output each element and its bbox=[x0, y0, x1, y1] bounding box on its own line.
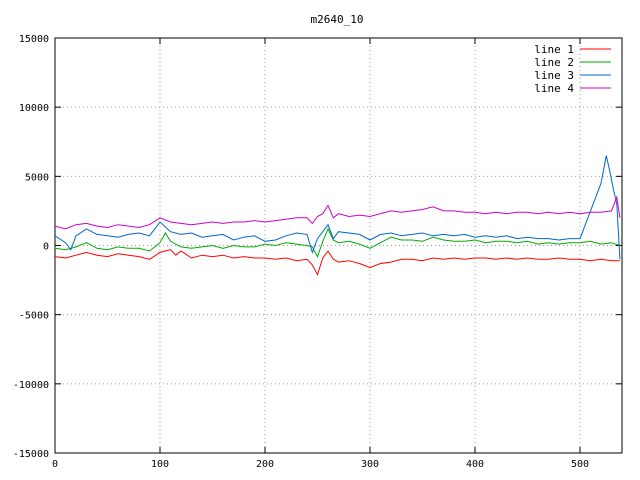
y-tick-label: -15000 bbox=[13, 449, 49, 460]
legend-label-2: line 2 bbox=[534, 56, 574, 69]
plot-frame bbox=[54, 37, 623, 454]
x-tick-label: 400 bbox=[466, 459, 484, 470]
y-tick-label: 0 bbox=[43, 242, 49, 253]
x-tick-label: 0 bbox=[52, 459, 58, 470]
series-line-2 bbox=[54, 227, 621, 258]
y-tick-label: 10000 bbox=[19, 103, 49, 114]
legend-label-4: line 4 bbox=[534, 82, 574, 95]
y-tick-label: 15000 bbox=[19, 34, 49, 45]
series-line-4 bbox=[54, 195, 621, 230]
axes: 0 100 200 300 400 500 -15000 -10000 -5000 0 5000 10… bbox=[13, 34, 623, 470]
y-tick-label: -10000 bbox=[13, 380, 49, 391]
x-tick-label: 500 bbox=[571, 459, 589, 470]
legend-label-1: line 1 bbox=[534, 43, 574, 56]
y-tick-label: -5000 bbox=[19, 311, 49, 322]
series-line-3 bbox=[54, 155, 621, 260]
y-tick-label: 5000 bbox=[25, 172, 49, 183]
grid bbox=[55, 38, 622, 453]
series-line-1 bbox=[54, 249, 620, 276]
series-lines bbox=[54, 155, 621, 276]
x-tick-label: 300 bbox=[361, 459, 379, 470]
legend-label-3: line 3 bbox=[534, 69, 574, 82]
x-tick-label: 100 bbox=[151, 459, 169, 470]
x-tick-label: 200 bbox=[256, 459, 274, 470]
chart-title: m2640_10 bbox=[311, 13, 364, 26]
